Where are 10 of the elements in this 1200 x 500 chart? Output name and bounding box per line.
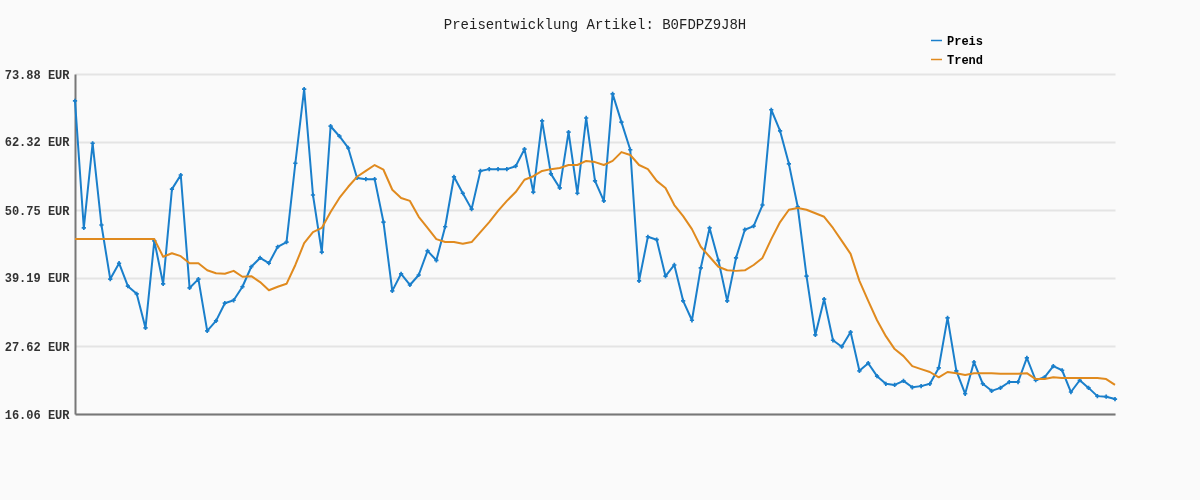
y-tick-label: 50.75 EUR	[4, 204, 71, 219]
line-series	[74, 151, 1116, 386]
y-tick-label: 62.32 EUR	[4, 136, 71, 151]
legend-label: Preis	[947, 34, 984, 49]
legend-label: Trend	[947, 53, 984, 68]
chart-title: Preisentwicklung Artikel: B0FDPZ9J8H	[443, 17, 747, 33]
y-tick-label: 16.06 EUR	[4, 408, 71, 423]
y-tick-label: 27.62 EUR	[4, 340, 71, 355]
y-tick-label: 39.19 EUR	[4, 272, 71, 287]
y-tick-label: 73.88 EUR	[4, 68, 71, 83]
